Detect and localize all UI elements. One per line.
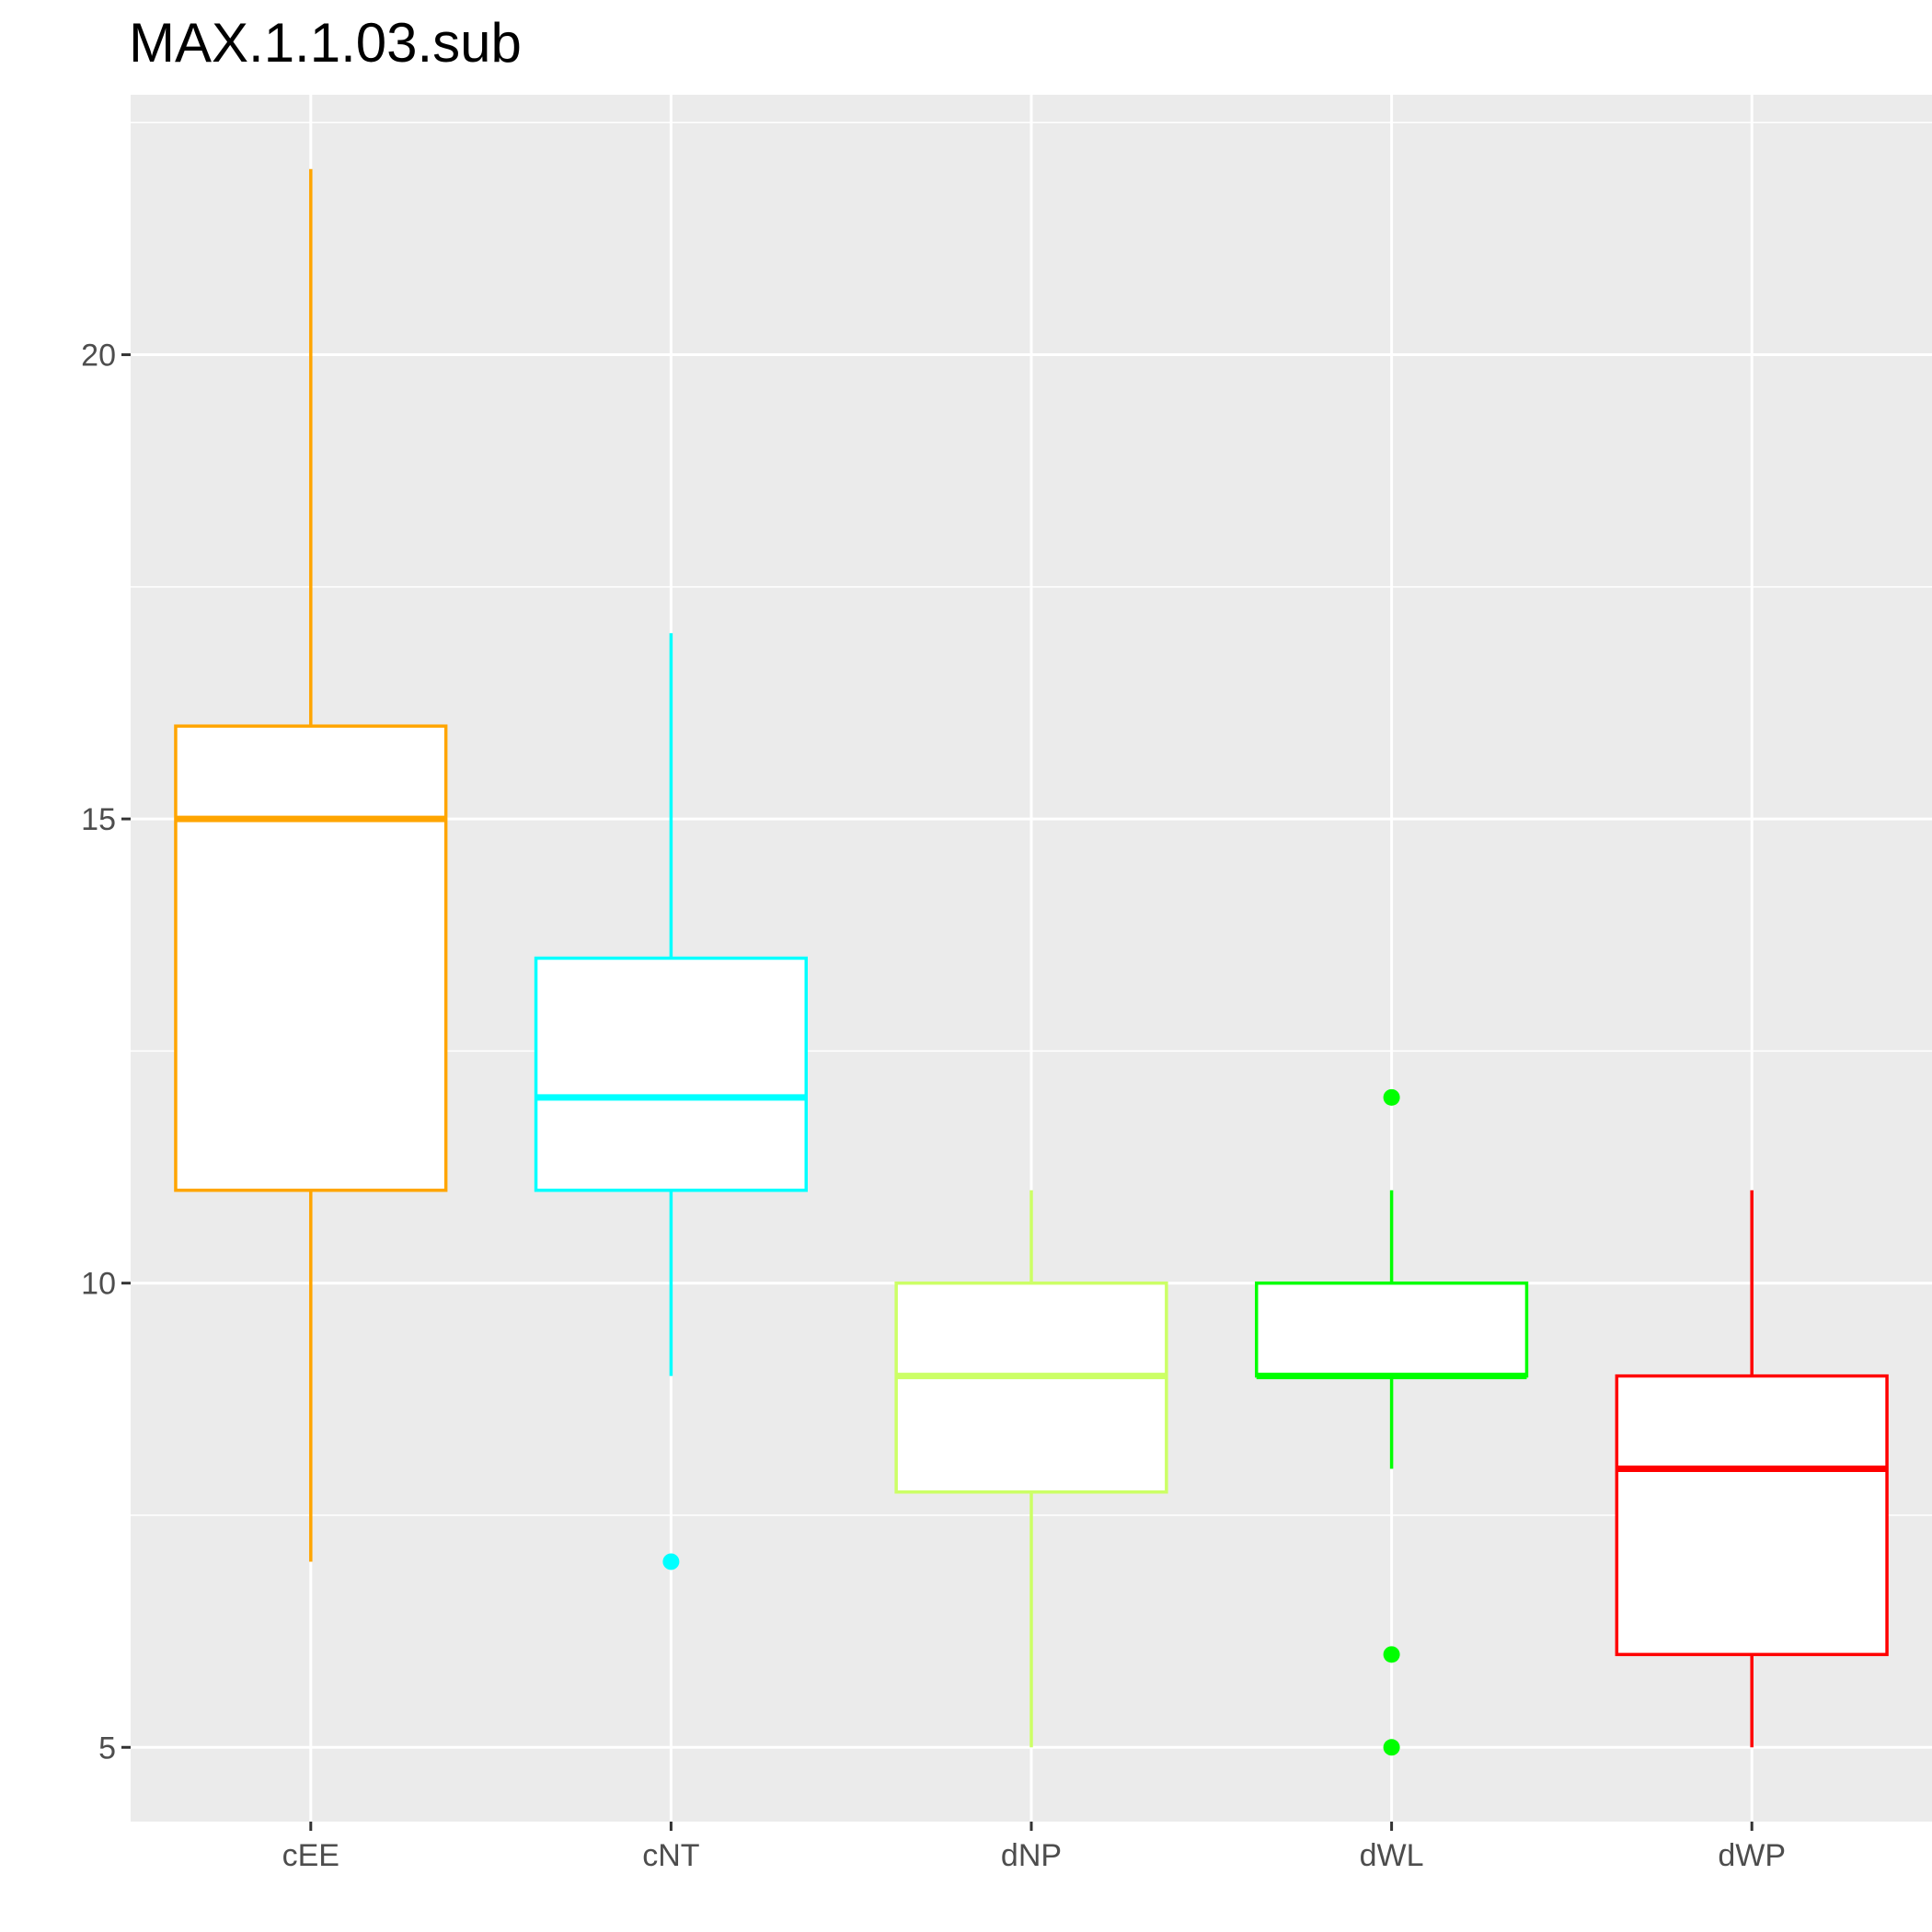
box-body — [894, 1281, 1168, 1494]
box-dNP — [894, 1190, 1168, 1748]
x-tick-label: dWP — [1718, 1838, 1786, 1873]
y-tick-label: 10 — [81, 1267, 116, 1302]
x-tick-label: cNT — [642, 1838, 699, 1873]
outlier-point — [1383, 1739, 1400, 1756]
box-body — [174, 724, 448, 1192]
box-body — [534, 956, 808, 1192]
x-tick-label: cEE — [282, 1838, 339, 1873]
y-tick-label: 15 — [81, 802, 116, 837]
x-tick-label: dNP — [1001, 1838, 1062, 1873]
box-dWL — [1255, 1088, 1529, 1756]
box-body — [1255, 1281, 1529, 1378]
x-tick-label: dWL — [1360, 1838, 1424, 1873]
box-series — [174, 168, 1889, 1756]
y-axis: 5 10 15 20 — [81, 339, 131, 1765]
chart-title: MAX.1.1.03.sub — [129, 12, 522, 74]
outlier-point — [662, 1553, 680, 1570]
box-cNT — [534, 633, 808, 1570]
major-gridlines — [131, 95, 1932, 1822]
box-body — [1615, 1374, 1889, 1657]
box-cEE — [174, 168, 448, 1562]
box-dWP — [1615, 1190, 1889, 1748]
outlier-point — [1383, 1646, 1400, 1663]
y-tick-label: 20 — [81, 339, 116, 374]
outlier-point — [1383, 1088, 1400, 1106]
y-tick-label: 5 — [98, 1731, 116, 1765]
x-axis: cEE cNT dNP dWL dWP — [282, 1822, 1786, 1873]
